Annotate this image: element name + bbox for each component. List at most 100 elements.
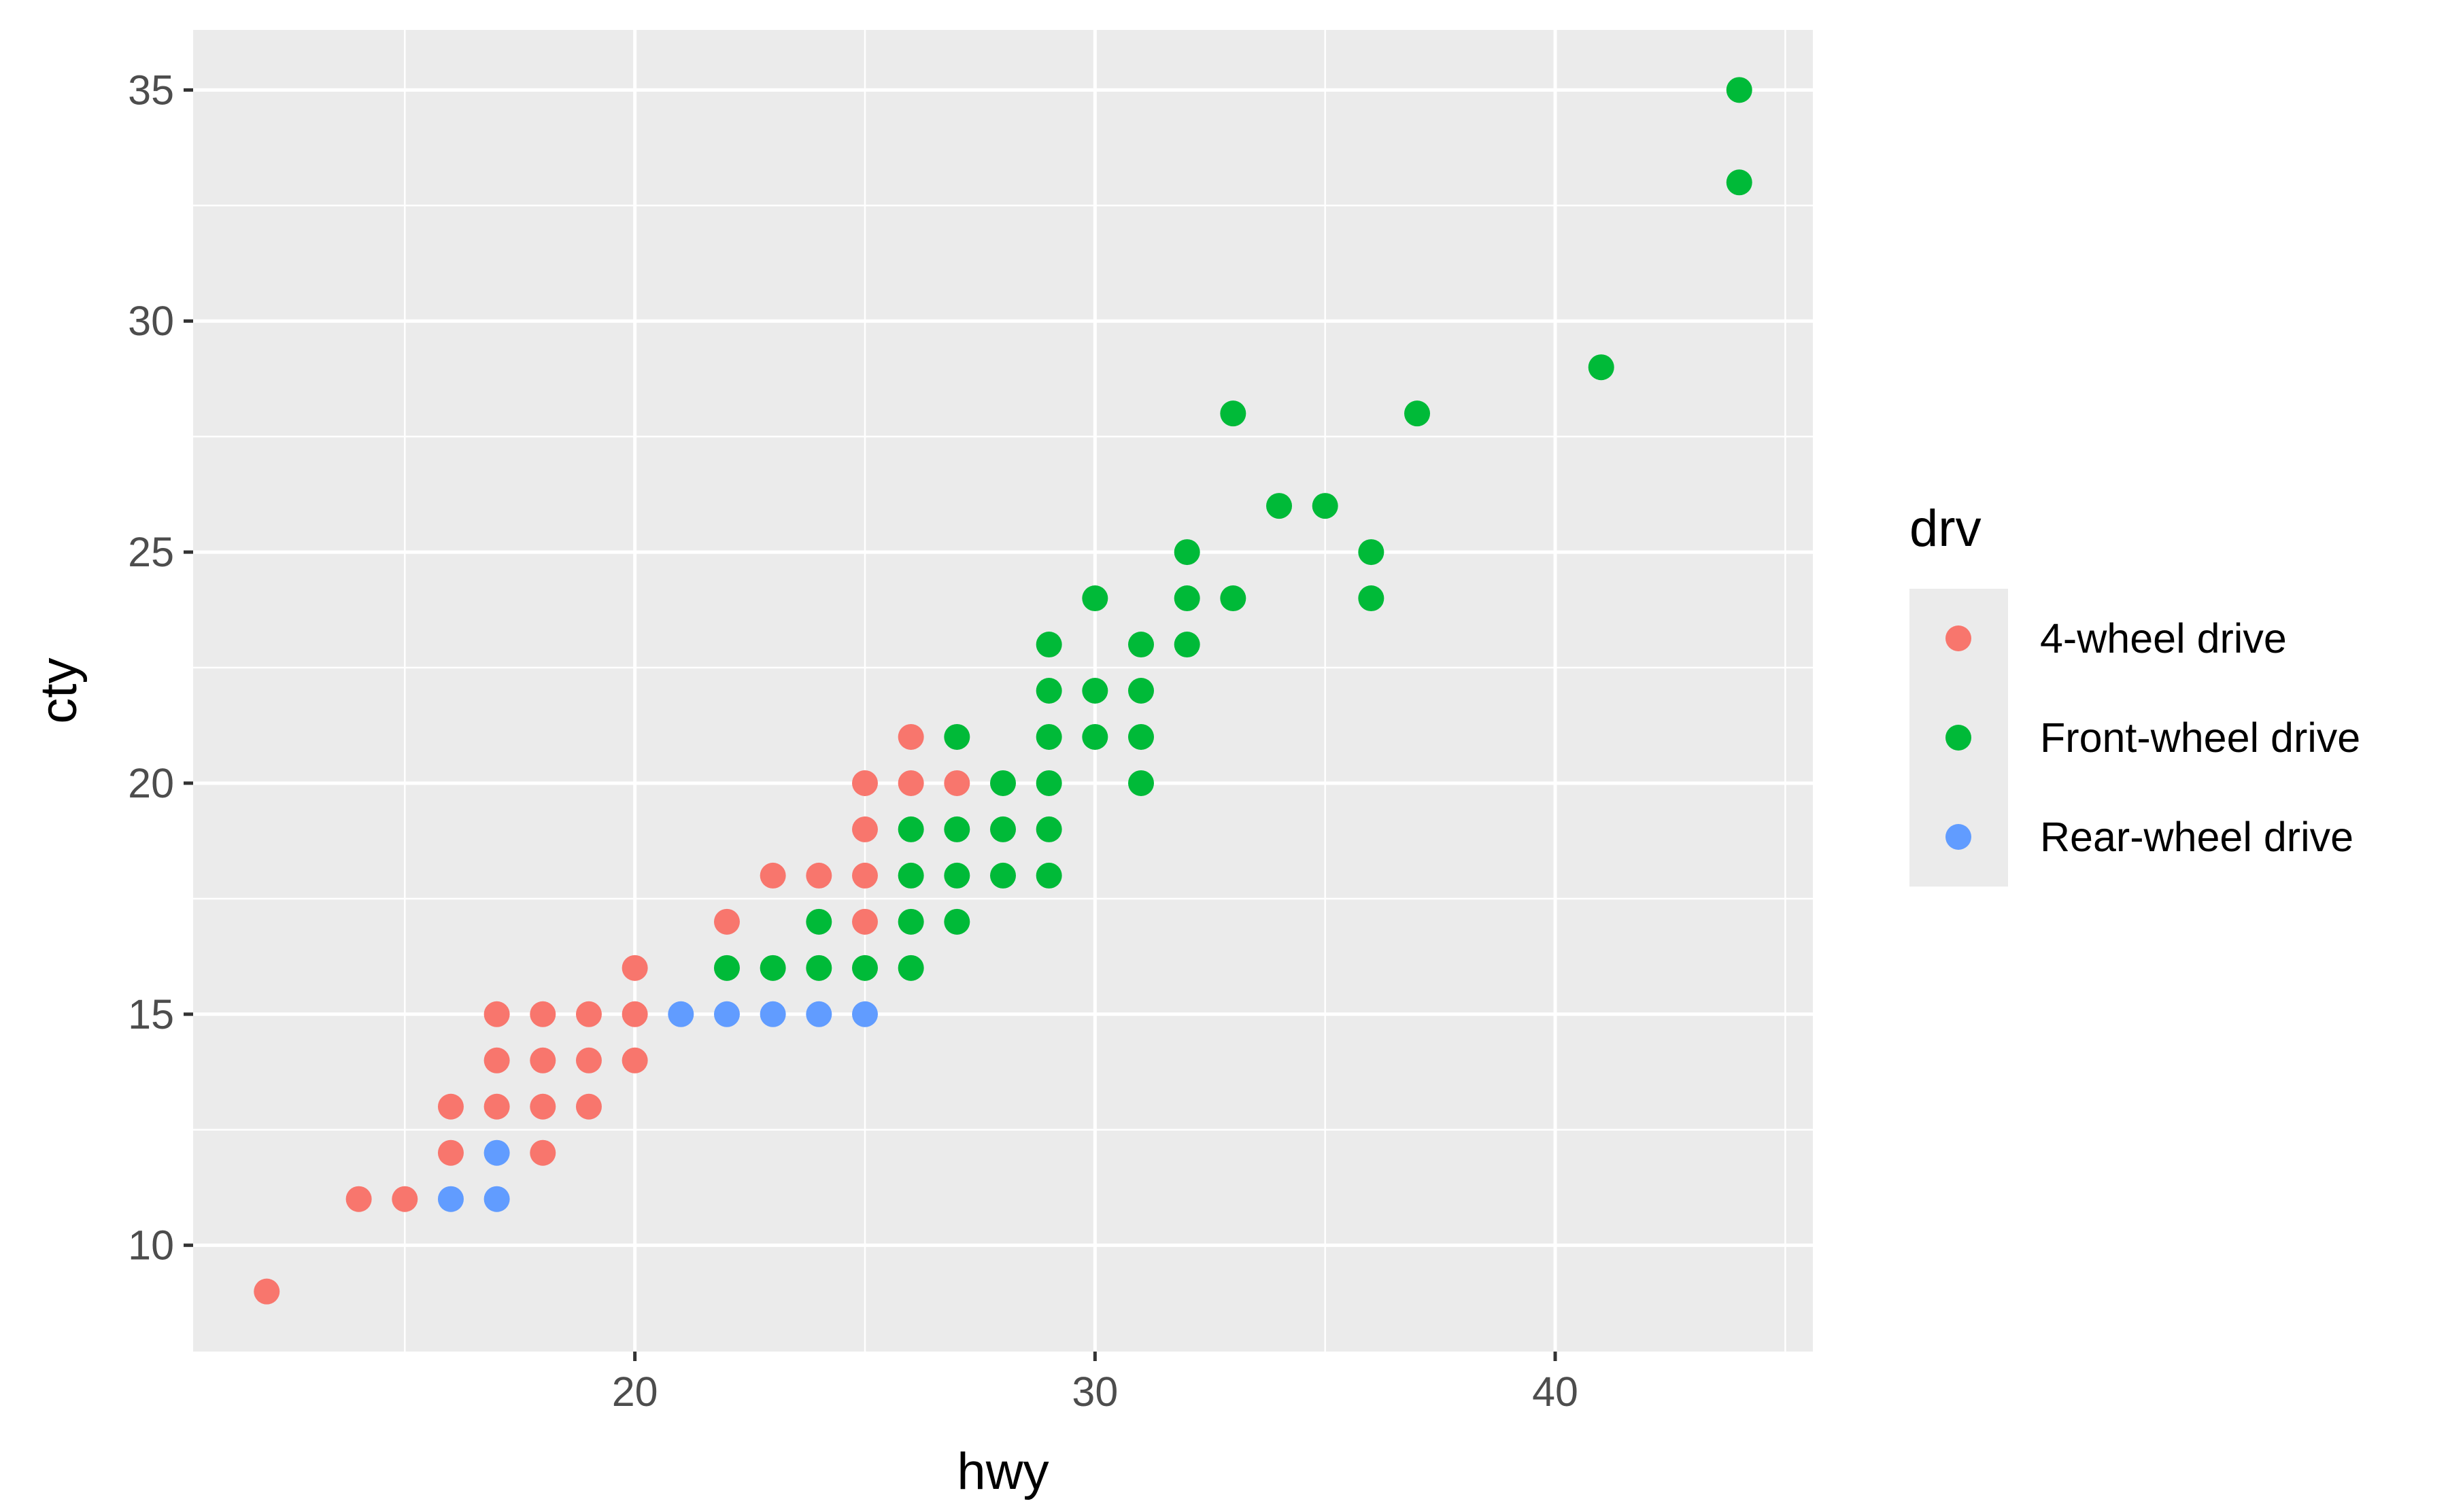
data-point	[851, 955, 878, 981]
data-point	[1588, 354, 1614, 381]
data-point	[1726, 77, 1752, 103]
data-point	[530, 1093, 556, 1120]
data-point	[944, 723, 970, 750]
data-point	[345, 1186, 372, 1212]
data-point	[575, 1093, 602, 1120]
y-axis-title: cty	[30, 657, 88, 723]
y-tick-label: 20	[128, 760, 174, 806]
data-point	[806, 1001, 832, 1027]
y-tick-label: 25	[128, 529, 174, 575]
data-point	[944, 816, 970, 842]
data-point	[1266, 493, 1293, 519]
legend-label: Front-wheel drive	[2040, 715, 2360, 761]
data-point	[1036, 816, 1062, 842]
legend-key-dot	[1945, 625, 1971, 651]
data-point	[1036, 862, 1062, 889]
data-points	[254, 77, 1752, 1305]
data-point	[944, 770, 970, 796]
data-point	[622, 1001, 648, 1027]
data-point	[1174, 539, 1200, 566]
legend-title: drv	[1909, 500, 1982, 557]
data-point	[898, 816, 924, 842]
data-point	[1726, 169, 1752, 196]
data-point	[990, 816, 1016, 842]
data-point	[1128, 723, 1155, 750]
minor-gridlines	[193, 30, 1813, 1352]
legend-label: Rear-wheel drive	[2040, 814, 2353, 860]
x-axis: 20 30 40	[612, 1352, 1578, 1415]
data-point	[437, 1139, 464, 1166]
data-point	[898, 770, 924, 796]
data-point	[760, 862, 786, 889]
data-point	[575, 1047, 602, 1073]
data-point	[1220, 400, 1246, 427]
data-point	[990, 862, 1016, 889]
data-point	[713, 908, 740, 935]
data-point	[483, 1093, 510, 1120]
data-point	[851, 862, 878, 889]
data-point	[483, 1186, 510, 1212]
data-point	[1358, 539, 1384, 566]
data-point	[1036, 632, 1062, 658]
data-point	[1128, 770, 1155, 796]
legend: drv 4-wheel drive Front-wheel drive Rear-w…	[1909, 500, 2360, 887]
data-point	[806, 955, 832, 981]
y-tick-label: 35	[128, 67, 174, 113]
data-point	[851, 1001, 878, 1027]
data-point	[990, 770, 1016, 796]
data-point	[1082, 585, 1108, 612]
data-point	[437, 1186, 464, 1212]
data-point	[851, 770, 878, 796]
data-point	[944, 908, 970, 935]
legend-key-dot	[1945, 725, 1971, 751]
data-point	[668, 1001, 694, 1027]
data-point	[1174, 585, 1200, 612]
data-point	[483, 1001, 510, 1027]
data-point	[898, 723, 924, 750]
data-point	[713, 955, 740, 981]
y-tick-label: 15	[128, 991, 174, 1037]
data-point	[530, 1139, 556, 1166]
y-axis: 10 15 20 25 30 35	[128, 67, 193, 1269]
data-point	[1128, 678, 1155, 704]
data-point	[1312, 493, 1338, 519]
legend-entries: 4-wheel drive Front-wheel drive Rear-wheel…	[1945, 615, 2360, 860]
data-point	[898, 862, 924, 889]
data-point	[898, 955, 924, 981]
x-tick-label: 40	[1532, 1369, 1578, 1415]
data-point	[1358, 585, 1384, 612]
data-point	[1082, 678, 1108, 704]
plot-panel	[193, 30, 1813, 1352]
data-point	[254, 1278, 280, 1305]
data-point	[1220, 585, 1246, 612]
data-point	[622, 955, 648, 981]
data-point	[1174, 632, 1200, 658]
data-point	[483, 1139, 510, 1166]
data-point	[437, 1093, 464, 1120]
legend-key-dot	[1945, 824, 1971, 850]
data-point	[1036, 723, 1062, 750]
x-axis-title: hwy	[957, 1443, 1049, 1500]
data-point	[1404, 400, 1431, 427]
data-point	[530, 1047, 556, 1073]
data-point	[1082, 723, 1108, 750]
data-point	[760, 955, 786, 981]
x-tick-label: 30	[1072, 1369, 1118, 1415]
data-point	[806, 862, 832, 889]
data-point	[392, 1186, 418, 1212]
data-point	[483, 1047, 510, 1073]
data-point	[806, 908, 832, 935]
data-point	[713, 1001, 740, 1027]
data-point	[898, 908, 924, 935]
y-tick-label: 10	[128, 1222, 174, 1269]
data-point	[1036, 770, 1062, 796]
x-tick-label: 20	[612, 1369, 658, 1415]
data-point	[530, 1001, 556, 1027]
data-point	[944, 862, 970, 889]
data-point	[575, 1001, 602, 1027]
data-point	[851, 816, 878, 842]
data-point	[851, 908, 878, 935]
data-point	[1036, 678, 1062, 704]
legend-label: 4-wheel drive	[2040, 615, 2287, 662]
